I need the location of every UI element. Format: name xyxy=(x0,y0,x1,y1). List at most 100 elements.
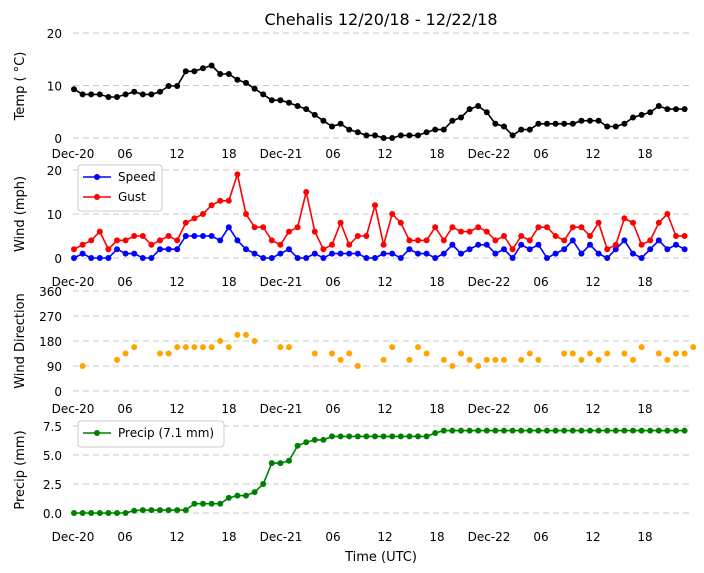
data-point xyxy=(535,224,542,231)
data-point xyxy=(440,427,447,434)
data-point xyxy=(354,250,361,257)
data-point xyxy=(234,331,241,338)
data-point xyxy=(380,250,387,257)
x-tick-label: Dec-20 xyxy=(52,275,95,289)
data-point xyxy=(647,246,654,253)
data-point xyxy=(182,507,189,514)
data-point xyxy=(260,481,267,487)
data-point xyxy=(509,255,516,261)
data-point xyxy=(165,83,172,89)
data-point xyxy=(165,246,172,253)
data-point xyxy=(208,500,215,507)
data-point xyxy=(354,233,361,239)
data-point xyxy=(208,62,215,69)
data-point xyxy=(406,237,413,244)
data-point xyxy=(96,91,103,98)
data-point xyxy=(182,219,189,226)
data-point xyxy=(131,233,138,239)
data-point xyxy=(346,433,353,440)
data-point xyxy=(337,356,344,363)
data-point xyxy=(561,427,568,434)
data-point xyxy=(157,246,163,253)
data-point xyxy=(449,363,456,369)
data-point xyxy=(423,237,430,244)
data-point xyxy=(630,250,636,257)
data-point xyxy=(217,338,224,344)
data-point xyxy=(492,250,499,257)
data-point xyxy=(483,427,490,434)
data-point xyxy=(501,233,507,239)
data-point xyxy=(354,363,361,369)
x-tick-label: 12 xyxy=(169,275,184,289)
data-point xyxy=(509,427,516,434)
data-point xyxy=(79,510,86,516)
data-point xyxy=(174,83,181,89)
series-line xyxy=(73,171,685,251)
data-point xyxy=(647,109,654,116)
data-point xyxy=(311,111,318,118)
data-point xyxy=(655,350,662,357)
data-point xyxy=(174,344,181,351)
y-tick-label: 270 xyxy=(39,310,62,324)
data-point xyxy=(664,246,671,253)
x-tick-label: 18 xyxy=(429,275,444,289)
data-point xyxy=(234,492,241,499)
x-tick-label: 12 xyxy=(585,147,600,161)
data-point xyxy=(561,120,568,127)
data-point xyxy=(483,241,490,248)
data-point xyxy=(329,241,335,248)
data-point xyxy=(604,350,611,357)
data-point xyxy=(122,350,129,357)
data-point xyxy=(286,228,292,235)
data-point xyxy=(423,129,430,136)
data-point xyxy=(638,255,645,261)
y-tick-label: 10 xyxy=(47,208,62,222)
data-point xyxy=(681,106,688,113)
data-point xyxy=(655,427,662,434)
data-point xyxy=(268,97,275,104)
data-point xyxy=(337,120,344,127)
data-point xyxy=(208,344,215,351)
data-point xyxy=(423,350,430,357)
data-point xyxy=(673,350,679,357)
data-point xyxy=(526,427,533,434)
data-point xyxy=(294,103,301,109)
data-point xyxy=(569,237,576,244)
data-point xyxy=(157,88,163,95)
data-point xyxy=(415,132,421,139)
data-point xyxy=(277,97,284,104)
data-point xyxy=(354,129,361,136)
data-point xyxy=(466,356,473,363)
data-point xyxy=(243,246,249,253)
data-point xyxy=(88,255,95,261)
data-point xyxy=(475,103,482,109)
data-point xyxy=(397,219,404,226)
x-tick-label: 18 xyxy=(637,147,652,161)
data-point xyxy=(526,237,533,244)
x-tick-label: 12 xyxy=(585,402,600,416)
data-point xyxy=(449,117,456,124)
data-point xyxy=(79,91,86,98)
data-point xyxy=(569,350,576,357)
data-point xyxy=(544,224,550,231)
data-point xyxy=(630,356,636,363)
data-point xyxy=(191,344,198,351)
data-point xyxy=(363,433,370,440)
series-precip-7-1-mm- xyxy=(71,427,688,516)
y-tick-label: 90 xyxy=(47,360,62,374)
data-point xyxy=(191,215,198,222)
x-tick-label: 06 xyxy=(117,402,132,416)
data-point xyxy=(243,211,249,217)
data-point xyxy=(552,233,559,239)
data-point xyxy=(294,224,301,231)
data-point xyxy=(157,507,163,514)
y-tick-label: 20 xyxy=(47,164,62,178)
legend: Speed Gust xyxy=(77,164,163,212)
x-tick-label: 06 xyxy=(117,275,132,289)
x-tick-label: 18 xyxy=(429,147,444,161)
data-point xyxy=(501,427,507,434)
data-point xyxy=(114,237,120,244)
data-point xyxy=(243,79,249,86)
data-point xyxy=(200,500,206,507)
data-point xyxy=(655,237,662,244)
